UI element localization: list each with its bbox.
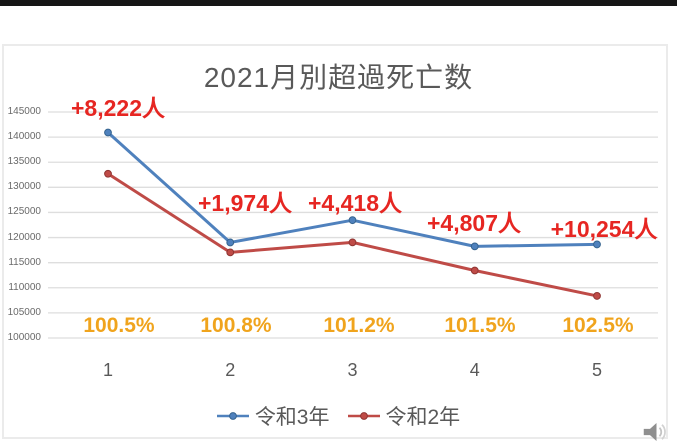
speaker-icon[interactable] [640,417,670,447]
legend: 令和3年 令和2年 [0,401,677,431]
top-bar [0,0,677,6]
y-axis-tick-label: 115000 [8,256,41,268]
diff-label: +4,807人 [427,210,521,236]
percent-label: 102.5% [562,314,634,337]
percent-label: 100.5% [83,314,155,337]
diff-label: +10,254人 [550,216,658,242]
y-axis-tick-label: 135000 [7,156,41,168]
x-axis-tick-label: 4 [469,360,480,380]
legend-label-reiwa2: 令和2年 [385,406,461,429]
diff-label: +8,222人 [71,95,165,121]
legend-marker-reiwa3-icon [216,412,249,420]
x-axis-tick-label: 3 [347,360,358,380]
legend-item-reiwa2: 令和2年 [347,401,461,431]
y-axis-tick-label: 120000 [7,231,41,243]
chart-title: 2021月別超過死亡数 [203,62,474,93]
percent-label: 100.8% [200,314,272,337]
y-axis-tick-label: 110000 [8,281,41,293]
percent-label: 101.5% [444,314,516,337]
y-axis-tick-label: 125000 [7,206,41,218]
percent-label: 101.2% [323,314,395,337]
x-axis-tick-label: 1 [102,360,113,380]
legend-item-reiwa3: 令和3年 [216,401,330,431]
y-axis-tick-label: 130000 [7,181,41,193]
y-axis-tick-label: 145000 [7,106,41,117]
y-axis-tick-label: 100000 [7,332,41,343]
legend-marker-reiwa2-icon [347,412,380,420]
y-axis-tick-label: 105000 [7,306,41,318]
legend-label-reiwa3: 令和3年 [254,406,330,429]
x-axis-tick-label: 5 [591,360,602,380]
x-axis-tick-label: 2 [225,360,236,380]
y-axis-tick-label: 140000 [7,131,41,143]
